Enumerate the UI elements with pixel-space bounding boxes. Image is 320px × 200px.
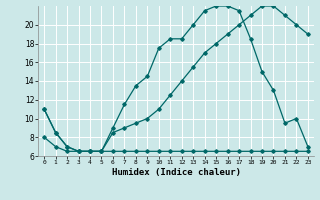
X-axis label: Humidex (Indice chaleur): Humidex (Indice chaleur)	[111, 168, 241, 177]
